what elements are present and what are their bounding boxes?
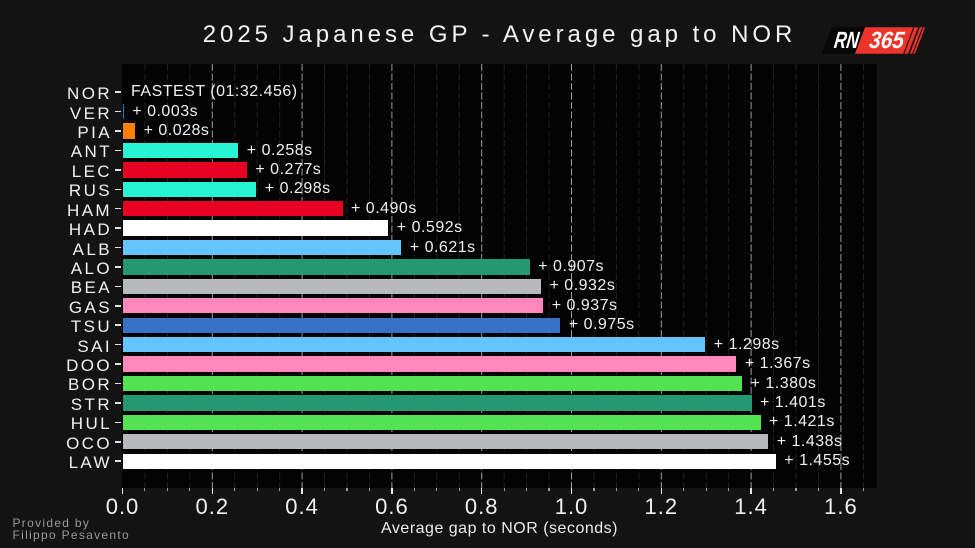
svg-text:365: 365 — [868, 27, 907, 53]
svg-text:RN: RN — [833, 28, 862, 54]
